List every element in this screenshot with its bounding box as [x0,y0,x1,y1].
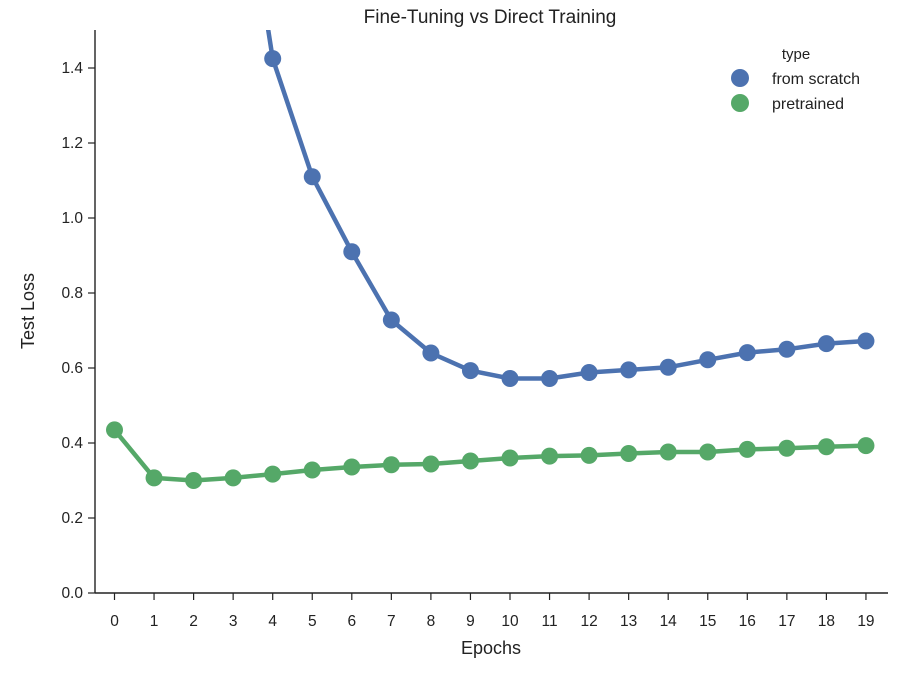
x-tick-label: 14 [660,613,678,630]
x-ticks: 0 1 2 3 4 5 6 7 8 9 10 11 12 13 14 15 16 17 18 19 [110,593,875,630]
data-point-from-scratch [264,50,282,68]
x-tick-label: 0 [110,613,119,630]
data-point-from-scratch [857,332,875,350]
data-point-from-scratch [620,361,638,379]
data-point-pretrained [541,447,559,465]
y-tick-label: 0.0 [61,585,83,602]
data-point-pretrained [461,452,479,470]
data-point-from-scratch [699,351,717,369]
x-tick-label: 3 [229,613,238,630]
y-tick-label: 0.6 [61,360,83,377]
data-point-pretrained [343,458,361,476]
legend: type from scratch pretrained [731,46,860,113]
data-point-pretrained [817,438,835,456]
legend-marker-pretrained [731,94,749,112]
legend-label-from-scratch: from scratch [772,71,860,88]
x-tick-label: 18 [818,613,835,630]
data-point-pretrained [778,439,796,457]
x-tick-label: 8 [427,613,436,630]
y-tick-label: 1.2 [61,135,83,152]
data-point-from-scratch [659,358,677,376]
x-axis-label: Epochs [461,638,521,658]
data-point-pretrained [580,446,598,464]
data-point-from-scratch [343,243,361,261]
data-point-from-scratch [817,335,835,353]
data-point-pretrained [145,469,163,487]
y-tick-label: 1.0 [61,210,83,227]
x-tick-label: 1 [150,613,159,630]
x-tick-label: 6 [347,613,356,630]
data-point-pretrained [106,421,123,439]
x-tick-label: 19 [857,613,874,630]
series-line-from-scratch [265,30,869,381]
x-tick-label: 5 [308,613,317,630]
x-tick-label: 17 [778,613,795,630]
series-layer [106,30,875,489]
x-tick-label: 12 [580,613,597,630]
plot-area [106,30,875,489]
legend-title: type [782,46,810,63]
x-tick-label: 2 [189,613,198,630]
data-point-pretrained [185,472,203,489]
data-point-from-scratch [501,370,519,387]
y-ticks: 0.0 0.2 0.4 0.6 0.8 1.0 1.2 1.4 [61,60,95,602]
data-point-pretrained [224,469,242,487]
x-tick-label: 10 [501,613,519,630]
y-tick-label: 0.8 [61,285,83,302]
x-tick-label: 7 [387,613,396,630]
x-tick-label: 15 [699,613,716,630]
x-tick-label: 13 [620,613,637,630]
data-point-from-scratch [738,344,756,362]
data-point-pretrained [857,437,875,455]
legend-label-pretrained: pretrained [772,96,844,113]
data-point-from-scratch [422,344,440,362]
data-point-from-scratch [382,311,400,329]
data-point-pretrained [264,465,282,483]
data-point-from-scratch [580,364,598,381]
x-tick-label: 9 [466,613,475,630]
data-point-pretrained [382,456,400,474]
x-tick-label: 11 [542,613,558,630]
data-point-pretrained [699,443,717,461]
data-point-from-scratch [778,340,796,358]
y-tick-label: 1.4 [61,60,83,77]
data-point-pretrained [738,440,756,458]
chart-title: Fine-Tuning vs Direct Training [364,7,617,28]
legend-marker-from-scratch [731,69,749,87]
x-tick-label: 16 [739,613,756,630]
data-point-pretrained [659,443,677,461]
data-point-pretrained [501,449,519,467]
data-point-pretrained [422,455,440,473]
x-tick-label: 4 [268,613,277,630]
y-axis-label: Test Loss [18,273,38,349]
data-point-from-scratch [303,168,321,186]
data-point-pretrained [620,445,638,462]
data-point-pretrained [303,461,321,479]
y-tick-label: 0.2 [61,510,83,527]
y-tick-label: 0.4 [61,435,83,452]
data-point-from-scratch [541,370,559,387]
data-point-from-scratch [461,362,479,380]
